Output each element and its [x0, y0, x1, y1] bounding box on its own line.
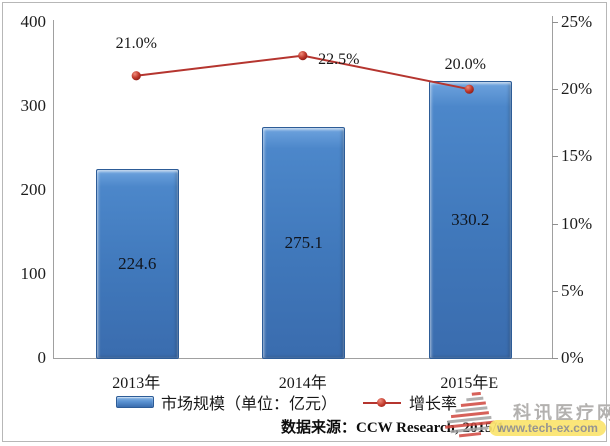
right-axis-tick-label: 10% [561, 213, 593, 233]
x-axis-label-2015年E: 2015年E [440, 375, 499, 392]
left-axis-tick-label: 200 [20, 180, 47, 199]
y-axis-right-line [552, 16, 553, 358]
line-point [131, 71, 141, 81]
legend-item-market-size: 市场规模（单位：亿元） [116, 390, 337, 414]
bar-value-label: 275.1 [284, 232, 323, 252]
growth-rate-value-label: 20.0% [444, 56, 486, 74]
left-axis-tick-label: 100 [20, 264, 47, 283]
left-axis-tick-label: 300 [20, 96, 47, 115]
right-axis-tick-mark [552, 22, 558, 23]
legend-item-growth-rate: 增长率 [337, 390, 457, 414]
legend: 市场规模（单位：亿元） 增长率 [116, 390, 457, 414]
growth-rate-value-label: 21.0% [115, 34, 157, 52]
watermark-site-url-pill: www.tech-ex.com [489, 420, 606, 436]
image-border-frame [2, 2, 607, 442]
bar-2014年: 275.1 [262, 126, 346, 359]
bar-2015年E: 330.2 [428, 80, 512, 359]
right-axis-tick-label: 0% [561, 348, 584, 367]
right-axis-tick-mark [552, 223, 558, 225]
watermark-site-url: www.tech-ex.com [497, 421, 598, 435]
right-axis-tick-mark [552, 358, 558, 359]
right-axis-tick-label: 15% [561, 146, 593, 166]
right-axis-tick-mark [552, 89, 558, 91]
legend-bar-marker-icon [116, 396, 154, 408]
watermark-site-name: 科讯医疗网 [513, 403, 610, 423]
bar-value-label: 330.2 [451, 209, 490, 229]
bar-value-label: 224.6 [118, 254, 157, 274]
legend-line-marker-icon [363, 397, 402, 408]
right-axis-tick-mark [552, 156, 558, 158]
left-axis-tick-label: 400 [20, 12, 47, 31]
x-axis-label-2014年: 2014年 [278, 375, 327, 392]
growth-rate-value-label: 22.5% [318, 50, 360, 68]
line-point [298, 51, 308, 61]
data-source-note: 数据来源：CCW Research, 2015/1 [281, 420, 505, 436]
line-point [464, 84, 474, 94]
y-axis-left-line [53, 20, 54, 358]
bar-2013年: 224.6 [95, 169, 179, 359]
legend-label-growth-rate: 增长率 [409, 396, 458, 413]
right-axis-tick-label: 20% [561, 79, 593, 99]
right-axis-tick-mark [552, 290, 558, 292]
x-axis-label-2013年: 2013年 [112, 375, 161, 392]
right-axis-tick-label: 25% [561, 12, 593, 31]
legend-label-market-size: 市场规模（单位：亿元） [161, 396, 338, 413]
watermark-logo-icon [444, 392, 496, 438]
left-axis-tick-label: 0 [37, 348, 47, 367]
right-axis-tick-label: 5% [561, 280, 584, 300]
